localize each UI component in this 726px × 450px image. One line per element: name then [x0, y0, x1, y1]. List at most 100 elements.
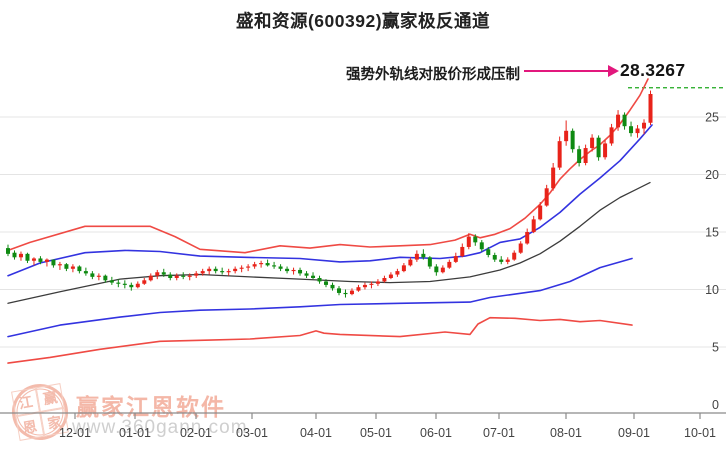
- candle-body: [479, 242, 484, 250]
- candle-body: [369, 283, 374, 285]
- candle-body: [220, 271, 225, 273]
- watermark-url: www.360gann.com: [72, 417, 248, 438]
- candle-body: [505, 259, 510, 262]
- candle-body: [259, 263, 264, 265]
- candle-body: [629, 126, 634, 134]
- inner-lower-rail-line: [7, 257, 633, 338]
- candle-body: [272, 265, 277, 267]
- x-tick-label: 05-01: [360, 426, 392, 440]
- candle-body: [538, 205, 543, 220]
- candle-body: [362, 284, 367, 288]
- candle-body: [648, 94, 653, 123]
- candle-body: [181, 275, 186, 277]
- candle-body: [64, 264, 69, 269]
- x-tick-label: 08-01: [550, 426, 582, 440]
- candle-body: [12, 252, 17, 258]
- x-tick-label: 04-01: [300, 426, 332, 440]
- candle-body: [518, 243, 523, 253]
- candle-body: [90, 273, 95, 277]
- candle-body: [252, 264, 257, 267]
- candle-body: [246, 266, 251, 268]
- candle-body: [408, 259, 413, 266]
- x-tick-label: 01-01: [119, 426, 151, 440]
- candle-body: [570, 130, 575, 150]
- candle-body: [551, 167, 556, 189]
- candle-body: [57, 264, 62, 266]
- candle-body: [512, 252, 517, 260]
- annotation-arrowhead-icon: [608, 64, 619, 77]
- candle-body: [609, 127, 614, 144]
- candle-body: [603, 143, 608, 158]
- candle-body: [226, 271, 231, 273]
- candle-body: [544, 188, 549, 206]
- candle-body: [31, 258, 36, 261]
- candle-body: [317, 278, 322, 282]
- candle-body: [349, 290, 354, 295]
- annotation-arrow: [524, 70, 610, 73]
- candle-body: [421, 253, 426, 258]
- y-tick-label: 10: [705, 283, 719, 297]
- candle-body: [596, 137, 601, 158]
- candle-body: [142, 280, 147, 284]
- candle-body: [18, 253, 23, 258]
- candle-body: [466, 236, 471, 247]
- chart-title: 盛和资源(600392)赢家极反通道: [235, 11, 491, 31]
- candle-body: [25, 253, 30, 261]
- candle-body: [311, 275, 316, 278]
- candle-body: [103, 275, 108, 281]
- candle-body: [642, 122, 647, 129]
- candle-body: [336, 288, 341, 293]
- candle-body: [330, 284, 335, 289]
- candle-body: [207, 268, 212, 272]
- candle-body: [51, 259, 56, 266]
- candle-body: [265, 263, 270, 266]
- candle-body: [122, 283, 127, 285]
- candle-body: [473, 236, 478, 243]
- candle-body: [434, 266, 439, 273]
- candle-body: [499, 259, 504, 262]
- candle-body: [200, 271, 205, 274]
- candle-body: [577, 149, 582, 163]
- candle-body: [155, 272, 160, 276]
- pressure-annotation-text: 强势外轨线对股价形成压制: [346, 67, 520, 83]
- candle-body: [70, 266, 75, 269]
- candle-body: [187, 275, 192, 277]
- candle-body: [525, 232, 530, 244]
- candle-body: [194, 273, 199, 276]
- inner-upper-rail-line: [7, 124, 653, 277]
- y-tick-label: 25: [705, 111, 719, 125]
- y-tick-label: 0: [712, 398, 719, 412]
- mid-life-line-line: [7, 181, 651, 304]
- candle-body: [622, 114, 627, 127]
- candle-body: [129, 284, 134, 288]
- candle-body: [161, 272, 166, 275]
- x-tick-label: 03-01: [236, 426, 268, 440]
- candle-body: [382, 278, 387, 282]
- candle-body: [356, 287, 361, 291]
- candle-body: [557, 141, 562, 168]
- y-tick-label: 20: [705, 168, 719, 182]
- y-tick-label: 15: [705, 226, 719, 240]
- candle-body: [375, 281, 380, 284]
- x-tick-label: 10-01: [684, 426, 716, 440]
- candle-body: [44, 259, 49, 262]
- candle-body: [213, 268, 218, 272]
- candle-body: [564, 130, 569, 142]
- x-tick-label: 09-01: [618, 426, 650, 440]
- candle-body: [135, 283, 140, 288]
- candle-body: [395, 271, 400, 275]
- candle-body: [324, 281, 329, 285]
- y-tick-label: 5: [712, 341, 719, 355]
- candle-body: [291, 269, 296, 272]
- x-tick-label: 06-01: [420, 426, 452, 440]
- candle-body: [635, 128, 640, 134]
- candle-body: [174, 275, 179, 278]
- candle-body: [440, 267, 445, 273]
- pressure-value-label: 28.3267: [620, 60, 686, 80]
- candle-body: [583, 148, 588, 163]
- candle-body: [6, 248, 10, 254]
- candle-body: [116, 282, 121, 284]
- x-tick-label: 12-01: [59, 426, 91, 440]
